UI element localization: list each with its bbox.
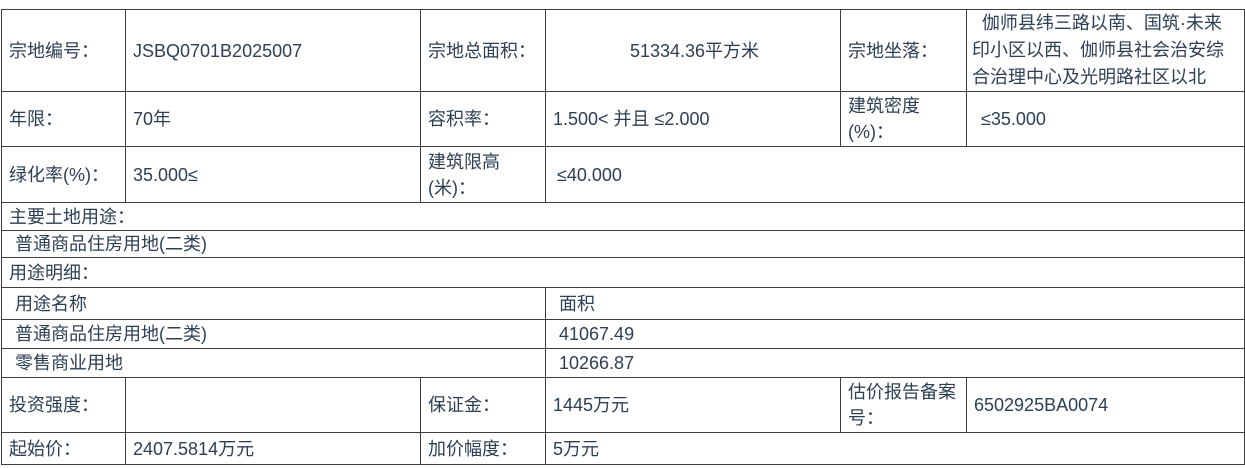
green-rate-label: 绿化率(%)： bbox=[2, 147, 126, 202]
use-name-retail: 零售商业用地 bbox=[2, 349, 546, 377]
plot-ratio-value: 1.500< 并且 ≤2.000 bbox=[546, 92, 841, 146]
location-text: 伽师县纬三路以南、国筑·未来印小区以西、伽师县社会治安综合治理中心及光明路社区以… bbox=[972, 13, 1224, 87]
increment-value: 5万元 bbox=[553, 438, 600, 459]
use-detail-title: 用途明细： bbox=[9, 262, 99, 283]
use-name-residential: 普通商品住房用地(二类) bbox=[2, 320, 546, 348]
table-row-term-far-density: 年限： 70年 容积率： 1.500< 并且 ≤2.000 建筑密度(%)： ≤… bbox=[2, 92, 1244, 147]
table-row-start-price: 起始价： 2407.5814万元 加价幅度： 5万元 bbox=[2, 433, 1244, 464]
start-price-label: 起始价： bbox=[2, 433, 126, 464]
table-row-use-detail-residential: 普通商品住房用地(二类) 41067.49 bbox=[2, 320, 1244, 349]
use-area-residential: 41067.49 bbox=[559, 324, 635, 344]
main-land-use-title: 主要土地用途： bbox=[9, 206, 135, 227]
use-name-header: 用途名称 bbox=[2, 288, 546, 319]
parcel-id-label: 宗地编号： bbox=[2, 10, 126, 91]
table-row-parcel-basic: 宗地编号： JSBQ0701B2025007 宗地总面积： 51334.36平方… bbox=[2, 10, 1244, 92]
height-limit-label: 建筑限高(米)： bbox=[421, 147, 546, 202]
investment-intensity-value bbox=[126, 378, 421, 432]
deposit-label: 保证金： bbox=[421, 378, 546, 432]
location-label: 宗地坐落： bbox=[841, 10, 967, 91]
start-price-value: 2407.5814万元 bbox=[126, 433, 421, 464]
use-area-header: 面积 bbox=[559, 293, 595, 314]
total-area-value: 51334.36平方米 bbox=[546, 10, 841, 91]
term-value: 70年 bbox=[126, 92, 421, 146]
location-value: 伽师县纬三路以南、国筑·未来印小区以西、伽师县社会治安综合治理中心及光明路社区以… bbox=[967, 10, 1244, 91]
deposit-value: 1445万元 bbox=[546, 378, 841, 432]
parcel-id-value: JSBQ0701B2025007 bbox=[126, 10, 421, 91]
appraisal-record-label: 估价报告备案号： bbox=[841, 378, 967, 432]
land-parcel-table: 宗地编号： JSBQ0701B2025007 宗地总面积： 51334.36平方… bbox=[1, 9, 1245, 465]
table-row-main-use-title: 主要土地用途： bbox=[2, 203, 1244, 231]
table-row-use-detail-retail: 零售商业用地 10266.87 bbox=[2, 349, 1244, 378]
table-row-main-use-value: 普通商品住房用地(二类) bbox=[2, 231, 1244, 258]
building-density-value: ≤35.000 bbox=[981, 109, 1046, 129]
green-rate-value: 35.000≤ bbox=[126, 147, 421, 202]
use-area-retail: 10266.87 bbox=[559, 353, 635, 373]
table-row-investment-deposit: 投资强度： 保证金： 1445万元 估价报告备案号： 6502925BA0074 bbox=[2, 378, 1244, 433]
table-row-use-detail-header: 用途名称 面积 bbox=[2, 288, 1244, 320]
height-limit-value: ≤40.000 bbox=[557, 164, 622, 185]
total-area-label: 宗地总面积： bbox=[421, 10, 546, 91]
table-row-green-height: 绿化率(%)： 35.000≤ 建筑限高(米)： ≤40.000 bbox=[2, 147, 1244, 203]
main-land-use-value: 普通商品住房用地(二类) bbox=[15, 234, 207, 254]
term-label: 年限： bbox=[2, 92, 126, 146]
increment-label: 加价幅度： bbox=[421, 433, 546, 464]
plot-ratio-label: 容积率： bbox=[421, 92, 546, 146]
building-density-label: 建筑密度(%)： bbox=[841, 92, 967, 146]
appraisal-record-value: 6502925BA0074 bbox=[974, 395, 1109, 415]
investment-intensity-label: 投资强度： bbox=[2, 378, 126, 432]
table-row-use-detail-title: 用途明细： bbox=[2, 258, 1244, 288]
